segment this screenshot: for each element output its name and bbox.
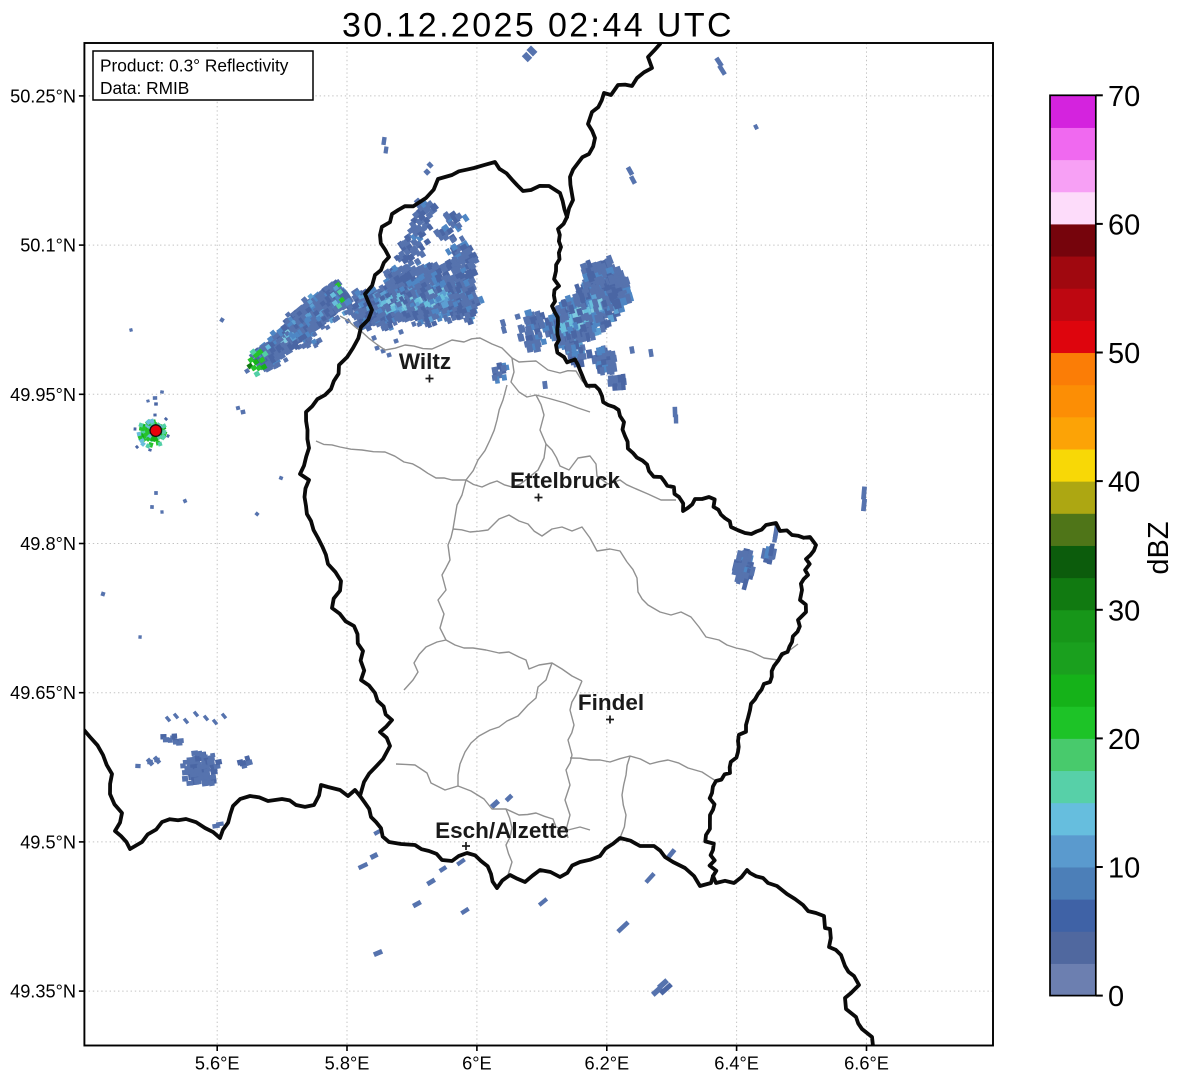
svg-text:0: 0	[1108, 981, 1124, 1013]
svg-text:50: 50	[1108, 338, 1140, 370]
svg-text:49.95°N: 49.95°N	[10, 385, 76, 405]
svg-text:49.5°N: 49.5°N	[20, 832, 76, 852]
svg-text:Product: 0.3° Reflectivity: Product: 0.3° Reflectivity	[100, 56, 289, 76]
svg-text:50.25°N: 50.25°N	[10, 86, 76, 106]
svg-text:49.8°N: 49.8°N	[20, 534, 76, 554]
svg-text:Ettelbruck: Ettelbruck	[510, 468, 621, 493]
svg-text:49.35°N: 49.35°N	[10, 982, 76, 1002]
svg-text:30.12.2025 02:44 UTC: 30.12.2025 02:44 UTC	[342, 7, 734, 45]
svg-text:6°E: 6°E	[462, 1054, 492, 1074]
svg-text:10: 10	[1108, 853, 1140, 885]
svg-text:40: 40	[1108, 467, 1140, 499]
svg-text:6.2°E: 6.2°E	[584, 1054, 629, 1074]
svg-text:5.8°E: 5.8°E	[325, 1054, 370, 1074]
svg-text:Wiltz: Wiltz	[399, 349, 451, 374]
svg-text:49.65°N: 49.65°N	[10, 683, 76, 703]
svg-text:6.4°E: 6.4°E	[714, 1054, 759, 1074]
svg-text:Findel: Findel	[578, 690, 644, 715]
svg-text:Data: RMIB: Data: RMIB	[100, 78, 189, 98]
svg-text:dBZ: dBZ	[1143, 521, 1175, 574]
svg-text:60: 60	[1108, 210, 1140, 242]
svg-text:Esch/Alzette: Esch/Alzette	[435, 818, 569, 843]
svg-text:6.6°E: 6.6°E	[844, 1054, 889, 1074]
svg-text:30: 30	[1108, 595, 1140, 627]
svg-text:5.6°E: 5.6°E	[195, 1054, 240, 1074]
svg-text:20: 20	[1108, 724, 1140, 756]
svg-text:70: 70	[1108, 81, 1140, 113]
svg-text:50.1°N: 50.1°N	[20, 236, 76, 256]
